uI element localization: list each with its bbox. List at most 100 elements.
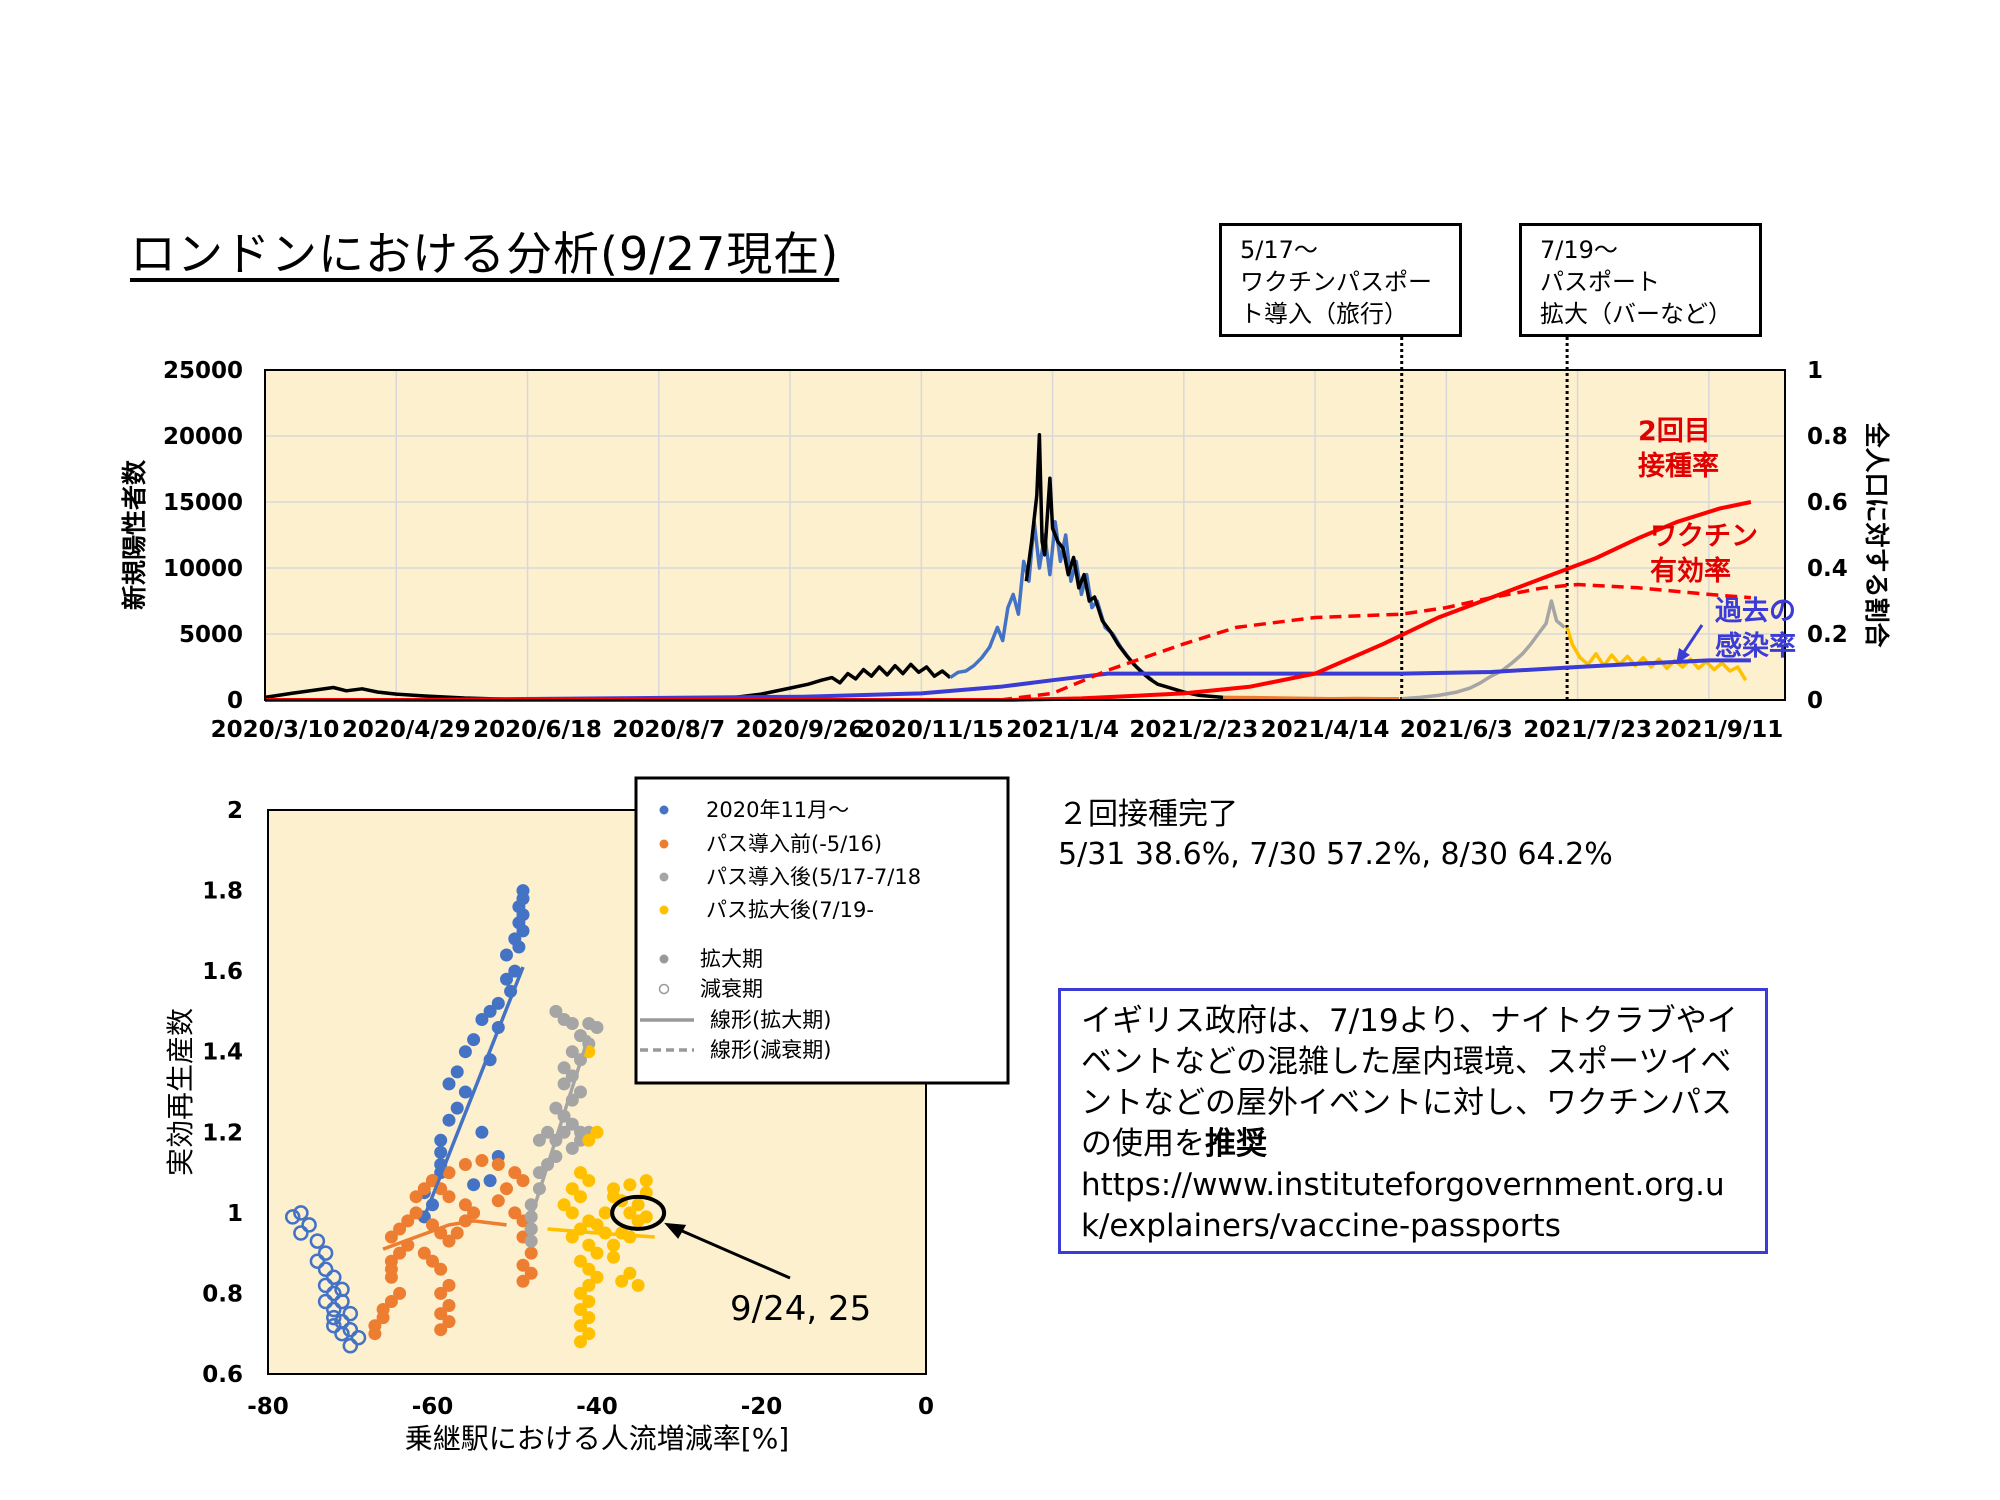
y-tick-label: 15000 xyxy=(163,490,243,516)
highlight-ellipse xyxy=(610,1194,667,1231)
data-point xyxy=(582,1278,596,1292)
legend-label: パス導入後(5/17-7/18 xyxy=(706,865,921,889)
data-point xyxy=(582,1174,596,1188)
data-point xyxy=(639,1210,653,1224)
series-layer xyxy=(264,337,1752,702)
data-point xyxy=(500,948,513,962)
policy-info-box: イギリス政府は、7/19より、ナイトクラブやイベントなどの混雑した屋内環境、スポ… xyxy=(1058,988,1768,1254)
data-point xyxy=(442,1278,456,1292)
data-point xyxy=(450,1065,464,1079)
legend-label: パス導入前(-5/16) xyxy=(706,832,882,856)
note-heading: ２回接種完了 xyxy=(1058,797,1238,832)
y2-tick-label: 0.4 xyxy=(1807,556,1848,582)
callout-line: ワクチンパスポー xyxy=(1240,268,1432,296)
data-point xyxy=(442,1315,456,1329)
data-point xyxy=(442,1113,456,1127)
data-point xyxy=(326,1269,342,1286)
callout-line: 7/19～ xyxy=(1540,236,1618,264)
y-axis-label: 実効再生産数 xyxy=(164,1008,197,1176)
trendline-overlay xyxy=(382,1219,507,1251)
data-point xyxy=(541,1125,555,1139)
data-point xyxy=(467,1206,481,1220)
y-tick-label: 1.2 xyxy=(202,1120,243,1146)
data-point xyxy=(623,1266,637,1280)
x-tick-label: 0 xyxy=(918,1394,934,1420)
legend-box xyxy=(634,776,1010,1085)
source-link[interactable]: https://www.instituteforgovernment.org.u… xyxy=(1081,1167,1725,1244)
highlight-arrowhead xyxy=(664,1222,687,1239)
y-tick-label: 2 xyxy=(227,798,243,824)
y-tick-label: 1.8 xyxy=(202,879,243,905)
chart-annotation: ワクチン xyxy=(1650,521,1758,552)
data-point xyxy=(417,1182,431,1196)
data-point xyxy=(590,1270,604,1284)
data-point xyxy=(417,1246,431,1260)
data-point xyxy=(512,940,526,954)
points-layer xyxy=(284,884,655,1354)
chart-annotation: 過去の xyxy=(1715,596,1796,627)
past-infection-line xyxy=(265,658,1751,702)
legend-marker xyxy=(658,983,670,995)
data-point xyxy=(409,1206,423,1220)
second-dose-line xyxy=(265,500,1752,702)
legend-label: 線形(減衰期) xyxy=(710,1038,831,1062)
y2-tick-label: 0.6 xyxy=(1807,490,1848,516)
data-point xyxy=(532,1133,546,1147)
data-point xyxy=(334,1293,350,1310)
legend-marker xyxy=(659,954,669,964)
data-point xyxy=(631,1278,645,1292)
data-point xyxy=(574,1286,587,1300)
trendline-overlay xyxy=(529,1035,591,1218)
data-point xyxy=(574,1085,587,1099)
trendline-overlay xyxy=(422,966,525,1218)
data-point xyxy=(574,1125,587,1139)
data-point xyxy=(565,1230,579,1244)
info-text: イギリス政府は、7/19より、ナイトクラブやイベントなどの混雑した屋内環境、スポ… xyxy=(1081,1003,1738,1162)
data-point xyxy=(376,1311,390,1325)
data-point xyxy=(450,1226,464,1240)
data-point xyxy=(557,1125,571,1139)
x-axis-label: 乗継駅における人流増減率[%] xyxy=(405,1422,789,1455)
data-point xyxy=(508,1166,522,1180)
x-tick-label: 2020/8/7 xyxy=(612,717,725,743)
data-point xyxy=(590,1246,604,1260)
data-point xyxy=(557,1061,571,1075)
data-point xyxy=(483,1004,497,1018)
data-point xyxy=(516,1174,530,1188)
cases-line xyxy=(264,662,952,702)
callout-line: 拡大（バーなど） xyxy=(1540,300,1732,328)
data-point xyxy=(508,1206,522,1220)
legend: 2020年11月～ パス導入前(-5/16) パス導入後(5/17-7/18 パス拡大… xyxy=(634,776,1010,1085)
data-point xyxy=(326,1301,342,1318)
data-point xyxy=(516,924,530,938)
data-point xyxy=(524,1246,538,1260)
annotation-label: 9/24, 25 xyxy=(730,1289,871,1329)
x-tick-label: 2021/4/14 xyxy=(1261,717,1390,743)
data-point xyxy=(590,1021,604,1034)
x-tick-label: 2021/1/4 xyxy=(1006,717,1119,743)
data-point xyxy=(631,1198,645,1212)
data-point xyxy=(458,1198,472,1212)
legend-label: 2020年11月～ xyxy=(706,798,849,822)
callout-line: ト導入（旅行） xyxy=(1240,300,1408,328)
x-tick-label: -20 xyxy=(741,1394,783,1420)
data-point xyxy=(442,1234,456,1248)
data-point xyxy=(317,1261,334,1278)
data-point xyxy=(565,1182,579,1196)
data-point xyxy=(434,1286,448,1300)
callout-pass-intro: 5/17～ ワクチンパスポー ト導入（旅行） xyxy=(1219,223,1462,337)
legend-label: パス拡大後(7/19- xyxy=(706,898,874,922)
data-point xyxy=(582,1327,596,1341)
y2-axis-label: 全人口に対する割合 xyxy=(1862,421,1891,648)
data-point xyxy=(590,1125,604,1139)
data-point xyxy=(524,1210,538,1224)
data-point xyxy=(549,1101,563,1115)
data-point xyxy=(301,1217,317,1233)
data-point xyxy=(639,1174,653,1188)
annotation-layer: 9/24, 25 xyxy=(610,1194,871,1329)
data-point xyxy=(442,1077,456,1091)
y2-tick-label: 0 xyxy=(1807,688,1823,714)
data-point xyxy=(434,1262,448,1276)
data-point xyxy=(458,1085,472,1099)
data-point xyxy=(565,1117,579,1131)
